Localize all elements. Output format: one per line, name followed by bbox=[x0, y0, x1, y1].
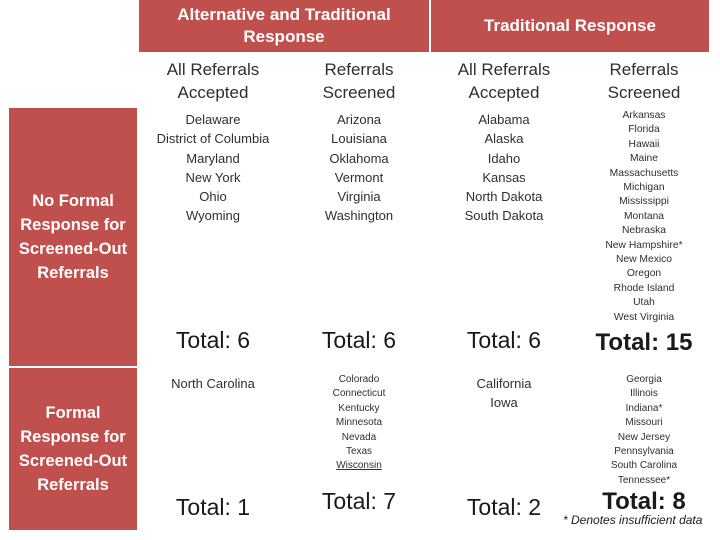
list-item: Tennessee* bbox=[617, 474, 671, 486]
header-alt-trad-response: Alternative and Traditional Response bbox=[139, 0, 429, 52]
list-item: Arkansas bbox=[622, 110, 666, 121]
list-item: Wisconsin bbox=[336, 460, 382, 472]
list-item: Louisiana bbox=[331, 131, 387, 147]
subheader-trad-screened: Referrals Screened bbox=[607, 60, 681, 102]
list-item: Nevada bbox=[341, 431, 377, 443]
list-item: Missouri bbox=[625, 417, 663, 429]
list-item: Wyoming bbox=[185, 208, 241, 224]
list-item: New York bbox=[185, 169, 241, 185]
list-item: New Jersey bbox=[617, 431, 671, 443]
list-r1-trad-screened: Arkansas Florida Hawaii Maine Massachuse… bbox=[574, 109, 714, 325]
list-r1-trad-accepted: Alabama Alaska Idaho Kansas North Dakota… bbox=[431, 110, 577, 226]
total-r1-trad-screened: Total: 15 bbox=[595, 329, 693, 356]
list-item: Utah bbox=[633, 297, 655, 309]
list-item: New Hampshire* bbox=[605, 239, 683, 251]
list-item: Ohio bbox=[199, 189, 227, 205]
list-item: Illinois bbox=[630, 388, 658, 400]
list-item: Montana bbox=[623, 210, 665, 222]
list-item: Vermont bbox=[334, 169, 384, 185]
list-item: Maine bbox=[629, 153, 659, 165]
list-item: South Dakota bbox=[464, 208, 544, 224]
list-item: Colorado bbox=[338, 374, 380, 385]
list-item: Texas bbox=[345, 446, 373, 458]
list-item: Florida bbox=[628, 124, 660, 136]
list-r2-alt-accepted: North Carolina bbox=[139, 374, 287, 393]
list-item: North Carolina bbox=[171, 376, 255, 391]
header-trad-response: Traditional Response bbox=[431, 0, 709, 52]
list-r2-alt-screened: Colorado Connecticut Kentucky Minnesota … bbox=[285, 373, 433, 474]
list-item: Kansas bbox=[482, 169, 526, 185]
total-r1-alt-screened: Total: 6 bbox=[321, 327, 397, 353]
list-item: Oregon bbox=[626, 268, 662, 280]
list-item: North Dakota bbox=[465, 189, 543, 205]
row-label-formal: Formal Response for Screened-Out Referra… bbox=[9, 368, 137, 530]
list-item: Connecticut bbox=[332, 388, 386, 400]
list-item: Arizona bbox=[336, 112, 382, 127]
list-item: South Carolina bbox=[610, 460, 678, 472]
list-r1-alt-screened: Arizona Louisiana Oklahoma Vermont Virgi… bbox=[285, 110, 433, 226]
list-item: District of Columbia bbox=[156, 131, 270, 147]
list-item: Maryland bbox=[186, 150, 240, 166]
list-item: Iowa bbox=[490, 395, 518, 410]
list-item: Virginia bbox=[337, 189, 381, 205]
list-item: Minnesota bbox=[335, 417, 383, 429]
subheader-trad-accepted: All Referrals Accepted bbox=[457, 60, 551, 102]
list-item: Hawaii bbox=[628, 138, 660, 150]
list-r1-alt-accepted: Delaware District of Columbia Maryland N… bbox=[139, 110, 287, 226]
list-item: Alabama bbox=[478, 112, 530, 127]
list-item: Delaware bbox=[185, 112, 241, 127]
list-item: Idaho bbox=[487, 150, 521, 166]
list-item: Kentucky bbox=[338, 402, 380, 414]
total-r2-alt-screened: Total: 7 bbox=[321, 488, 397, 514]
list-item: Mississippi bbox=[619, 196, 669, 208]
total-r1-trad-accepted: Total: 6 bbox=[466, 327, 542, 353]
list-item: West Virginia bbox=[613, 311, 675, 323]
total-r1-alt-accepted: Total: 6 bbox=[175, 327, 251, 353]
list-item: Indiana* bbox=[625, 402, 663, 414]
list-item: Washington bbox=[324, 208, 394, 224]
list-item: Georgia bbox=[626, 374, 662, 385]
list-r2-trad-accepted: California Iowa bbox=[431, 374, 577, 412]
total-r2-trad-screened: Total: 8 bbox=[602, 488, 686, 515]
total-r2-trad-accepted: Total: 2 bbox=[466, 494, 542, 520]
list-r2-trad-screened: Georgia Illinois Indiana* Missouri New J… bbox=[574, 373, 714, 488]
list-item: California bbox=[476, 376, 532, 391]
list-item: Oklahoma bbox=[329, 150, 389, 166]
row-label-no-formal: No Formal Response for Screened-Out Refe… bbox=[9, 108, 137, 366]
footnote: * Denotes insufficient data bbox=[563, 513, 703, 527]
list-item: Nebraska bbox=[621, 225, 667, 237]
subheader-alt-accepted: All Referrals Accepted bbox=[166, 60, 260, 102]
subheader-alt-screened: Referrals Screened bbox=[322, 60, 396, 102]
list-item: Massachusetts bbox=[609, 167, 679, 179]
list-item: Alaska bbox=[484, 131, 524, 147]
list-item: Rhode Island bbox=[613, 282, 675, 294]
list-item: Michigan bbox=[623, 182, 665, 194]
list-item: New Mexico bbox=[615, 254, 673, 266]
list-item: Pennsylvania bbox=[614, 446, 674, 458]
total-r2-alt-accepted: Total: 1 bbox=[175, 494, 251, 520]
